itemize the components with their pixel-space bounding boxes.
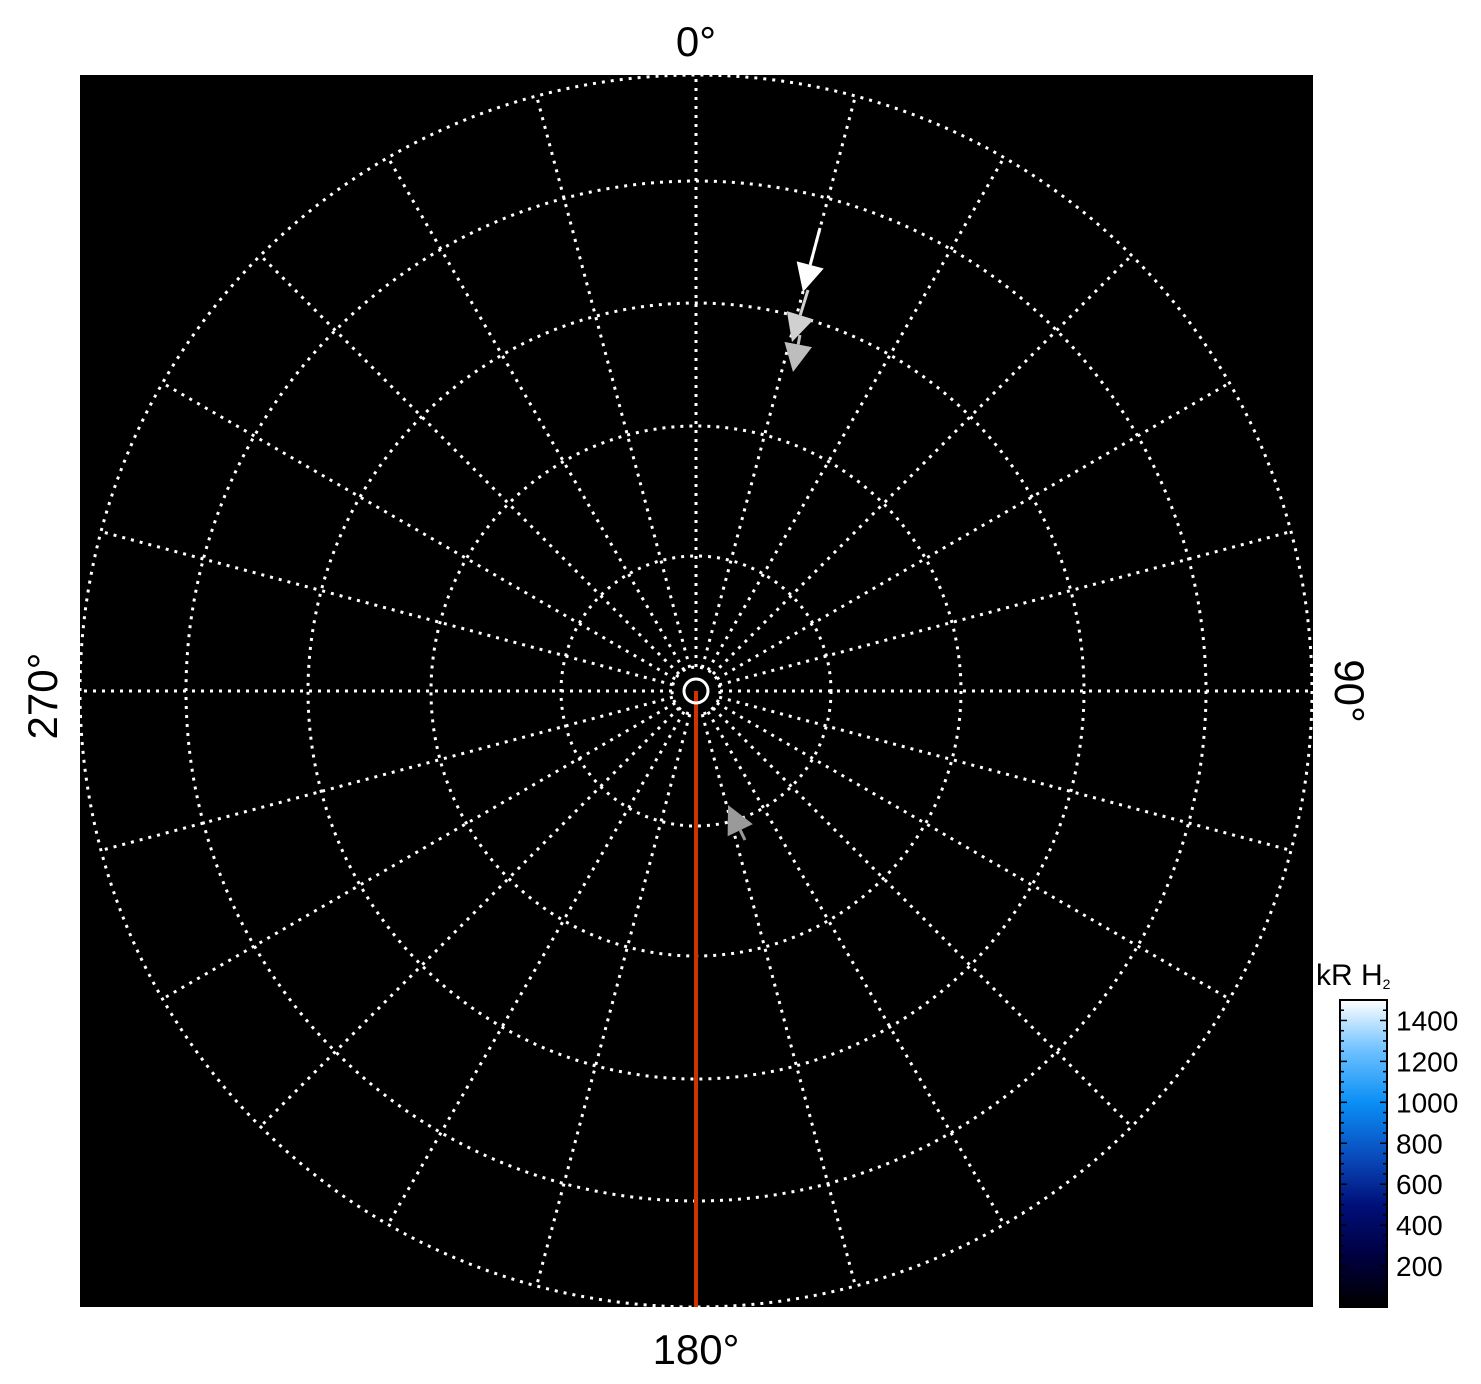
angle-label-270: 270° [19,653,66,740]
colorbar-label: kR H2 [1316,959,1391,992]
colorbar-tick-label: 200 [1396,1251,1443,1282]
colorbar-tick-label: 600 [1396,1169,1443,1200]
angle-label-180: 180° [653,1326,740,1373]
arrow-head-1 [786,311,814,342]
colorbar-tick-label: 400 [1396,1210,1443,1241]
arrow-shaft-0 [808,227,822,266]
arrow-shaft-1 [798,289,810,316]
arrow-head-3 [727,805,753,837]
arrow-shaft-3 [738,829,747,841]
colorbar-label-main: kR H [1316,959,1383,992]
arrow-shaft-2 [796,334,802,345]
colorbar-tick-label: 800 [1396,1128,1443,1159]
colorbar [1339,999,1388,1308]
pole-ring [682,677,710,705]
colorbar-ticks: 200 400 600 800 1000 1200 1400 [1340,1005,1458,1298]
arrow-head-2 [784,341,812,372]
latitude-circle-2 [306,301,1086,1081]
angle-label-0: 0° [676,18,716,65]
arrows [727,227,824,841]
colorbar-label-sub: 2 [1383,976,1391,992]
colorbar-tick-label: 1400 [1396,1005,1458,1036]
arrow-head-0 [796,261,824,292]
colorbar-tick-label: 1000 [1396,1087,1458,1118]
angle-label-90: 90° [1326,659,1373,723]
colorbar-tick-label: 1200 [1396,1046,1458,1077]
latitude-circle-0 [78,73,1314,1309]
